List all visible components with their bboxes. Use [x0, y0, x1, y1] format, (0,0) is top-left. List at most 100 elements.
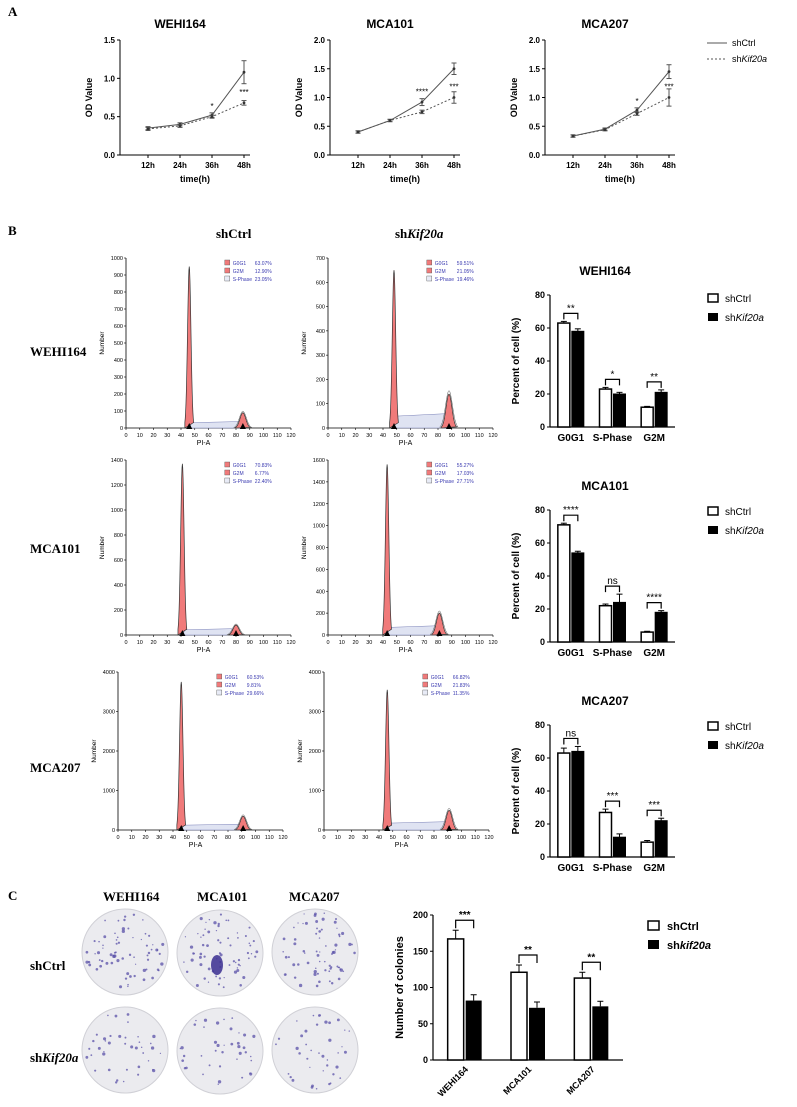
colony-dot [158, 952, 161, 955]
y-tick-label: 600 [316, 567, 325, 573]
cellcycle-bar-mca207: MCA207 0 20 40 60 80 Percent of cell (%) ns G0G1… [511, 694, 675, 874]
stat-value: 59.51% [457, 261, 475, 267]
colony-dot [117, 941, 121, 944]
colony-dot [316, 953, 320, 957]
colony-dot [137, 1035, 139, 1038]
x-tick-label: G0G1 [557, 433, 584, 444]
colony-dot [237, 936, 239, 939]
colony-dot [328, 980, 331, 983]
colony-dot [102, 944, 104, 947]
x-tick-label: 48h [447, 161, 461, 170]
colony-dot [127, 1021, 129, 1023]
stat-swatch [216, 681, 223, 688]
peak-marker [179, 630, 186, 636]
colony-dot [310, 1049, 312, 1052]
colony-dot [182, 1054, 186, 1058]
colony-dot [315, 1023, 319, 1026]
significance-mark: ** [650, 372, 658, 383]
colony-dot [219, 913, 223, 916]
significance-mark: ** [587, 952, 595, 963]
colony-legend: shCtrl shkif20a [647, 920, 711, 952]
colony-dot [328, 1021, 331, 1025]
colony-dot [135, 963, 137, 965]
y-tick-label: 50 [418, 1019, 428, 1029]
colony-dot [157, 969, 160, 972]
x-tick-label: 100 [259, 433, 268, 439]
y-tick-label: 0 [540, 637, 545, 647]
legend-label-ctrl: shCtrl [725, 507, 751, 518]
y-tick-label: 300 [316, 353, 325, 359]
g2m-peak [441, 393, 458, 429]
data-point [452, 96, 456, 99]
peak-marker [446, 825, 453, 831]
colony-dot [221, 1051, 224, 1054]
colony-dot [200, 1055, 203, 1057]
colony-dot [255, 950, 259, 954]
colony-dot [246, 951, 250, 955]
colony-dot [133, 956, 135, 959]
colony-dot [152, 1034, 156, 1039]
colony-dot [127, 983, 129, 986]
x-tick-label: 12h [351, 161, 365, 170]
x-tick-label: 30 [362, 835, 368, 841]
colony-dot [319, 951, 321, 953]
histogram-mca207-shctrl: 0 1000 2000 3000 4000 0 10 20 30 40 50 60 70 80 90 100 1… [91, 670, 288, 849]
bar-ctrl [510, 971, 528, 1061]
x-tick-label: 24h [383, 161, 397, 170]
colony-dot [237, 958, 241, 962]
x-tick-label: 30 [164, 433, 170, 439]
colony-dot [183, 1067, 187, 1070]
x-tick-label: G2M [643, 863, 665, 874]
y-tick-label: 2000 [103, 749, 115, 755]
colony-dot [293, 926, 295, 929]
x-tick-label: 70 [211, 835, 217, 841]
data-point [356, 130, 360, 134]
stat-value: 66.82% [453, 675, 471, 681]
x-tick-label: 40 [376, 835, 382, 841]
x-tick-label: 70 [421, 640, 427, 646]
stat-swatch [224, 275, 231, 282]
x-axis-label: PI-A [399, 440, 413, 447]
colony-dot [193, 1023, 197, 1026]
colony-dot [298, 1052, 301, 1055]
colony-dot [94, 953, 96, 955]
ctrl-series-line [357, 68, 455, 133]
colony-dot [228, 964, 231, 967]
colony-dot [332, 950, 336, 955]
colony-dot [181, 1059, 185, 1062]
x-tick-label: 10 [137, 640, 143, 646]
colony-dot [207, 930, 211, 934]
x-tick-label: 30 [366, 640, 372, 646]
panel-label-b: B [8, 223, 17, 238]
colony-dot [147, 1060, 150, 1062]
legend-label-kd-prefix: sh [667, 940, 680, 952]
colony-dot [202, 1073, 204, 1076]
legend-label-kd-gene: kif20a [680, 940, 711, 952]
y-tick-label: 40 [535, 356, 545, 366]
colony-dot [124, 977, 128, 980]
colony-dot [98, 959, 101, 961]
colony-dot [249, 1055, 252, 1058]
colony-dot [90, 1054, 93, 1057]
bar-kd [613, 601, 626, 643]
y-tick-label: 200 [114, 392, 123, 398]
legend-label-kd-prefix: sh [725, 313, 736, 324]
colony-dot [302, 922, 304, 925]
stat-label: G2M [435, 471, 446, 477]
x-tick-label: 12h [141, 161, 155, 170]
colony-dot [152, 1068, 156, 1073]
data-point [635, 112, 639, 115]
x-tick-label: 60 [403, 835, 409, 841]
panel-label-c: C [8, 888, 18, 903]
x-tick-label: 90 [449, 640, 455, 646]
colony-dot [305, 1043, 308, 1046]
x-tick-label: 20 [142, 835, 148, 841]
colony-dot [225, 919, 228, 922]
s-phase-region [181, 628, 237, 636]
colony-dot [152, 944, 154, 946]
y-tick-label: 150 [413, 946, 428, 956]
data-point [667, 70, 671, 74]
x-tick-label: 0 [322, 835, 325, 841]
s-phase-region [386, 821, 450, 831]
stat-label: S-Phase [435, 277, 454, 283]
